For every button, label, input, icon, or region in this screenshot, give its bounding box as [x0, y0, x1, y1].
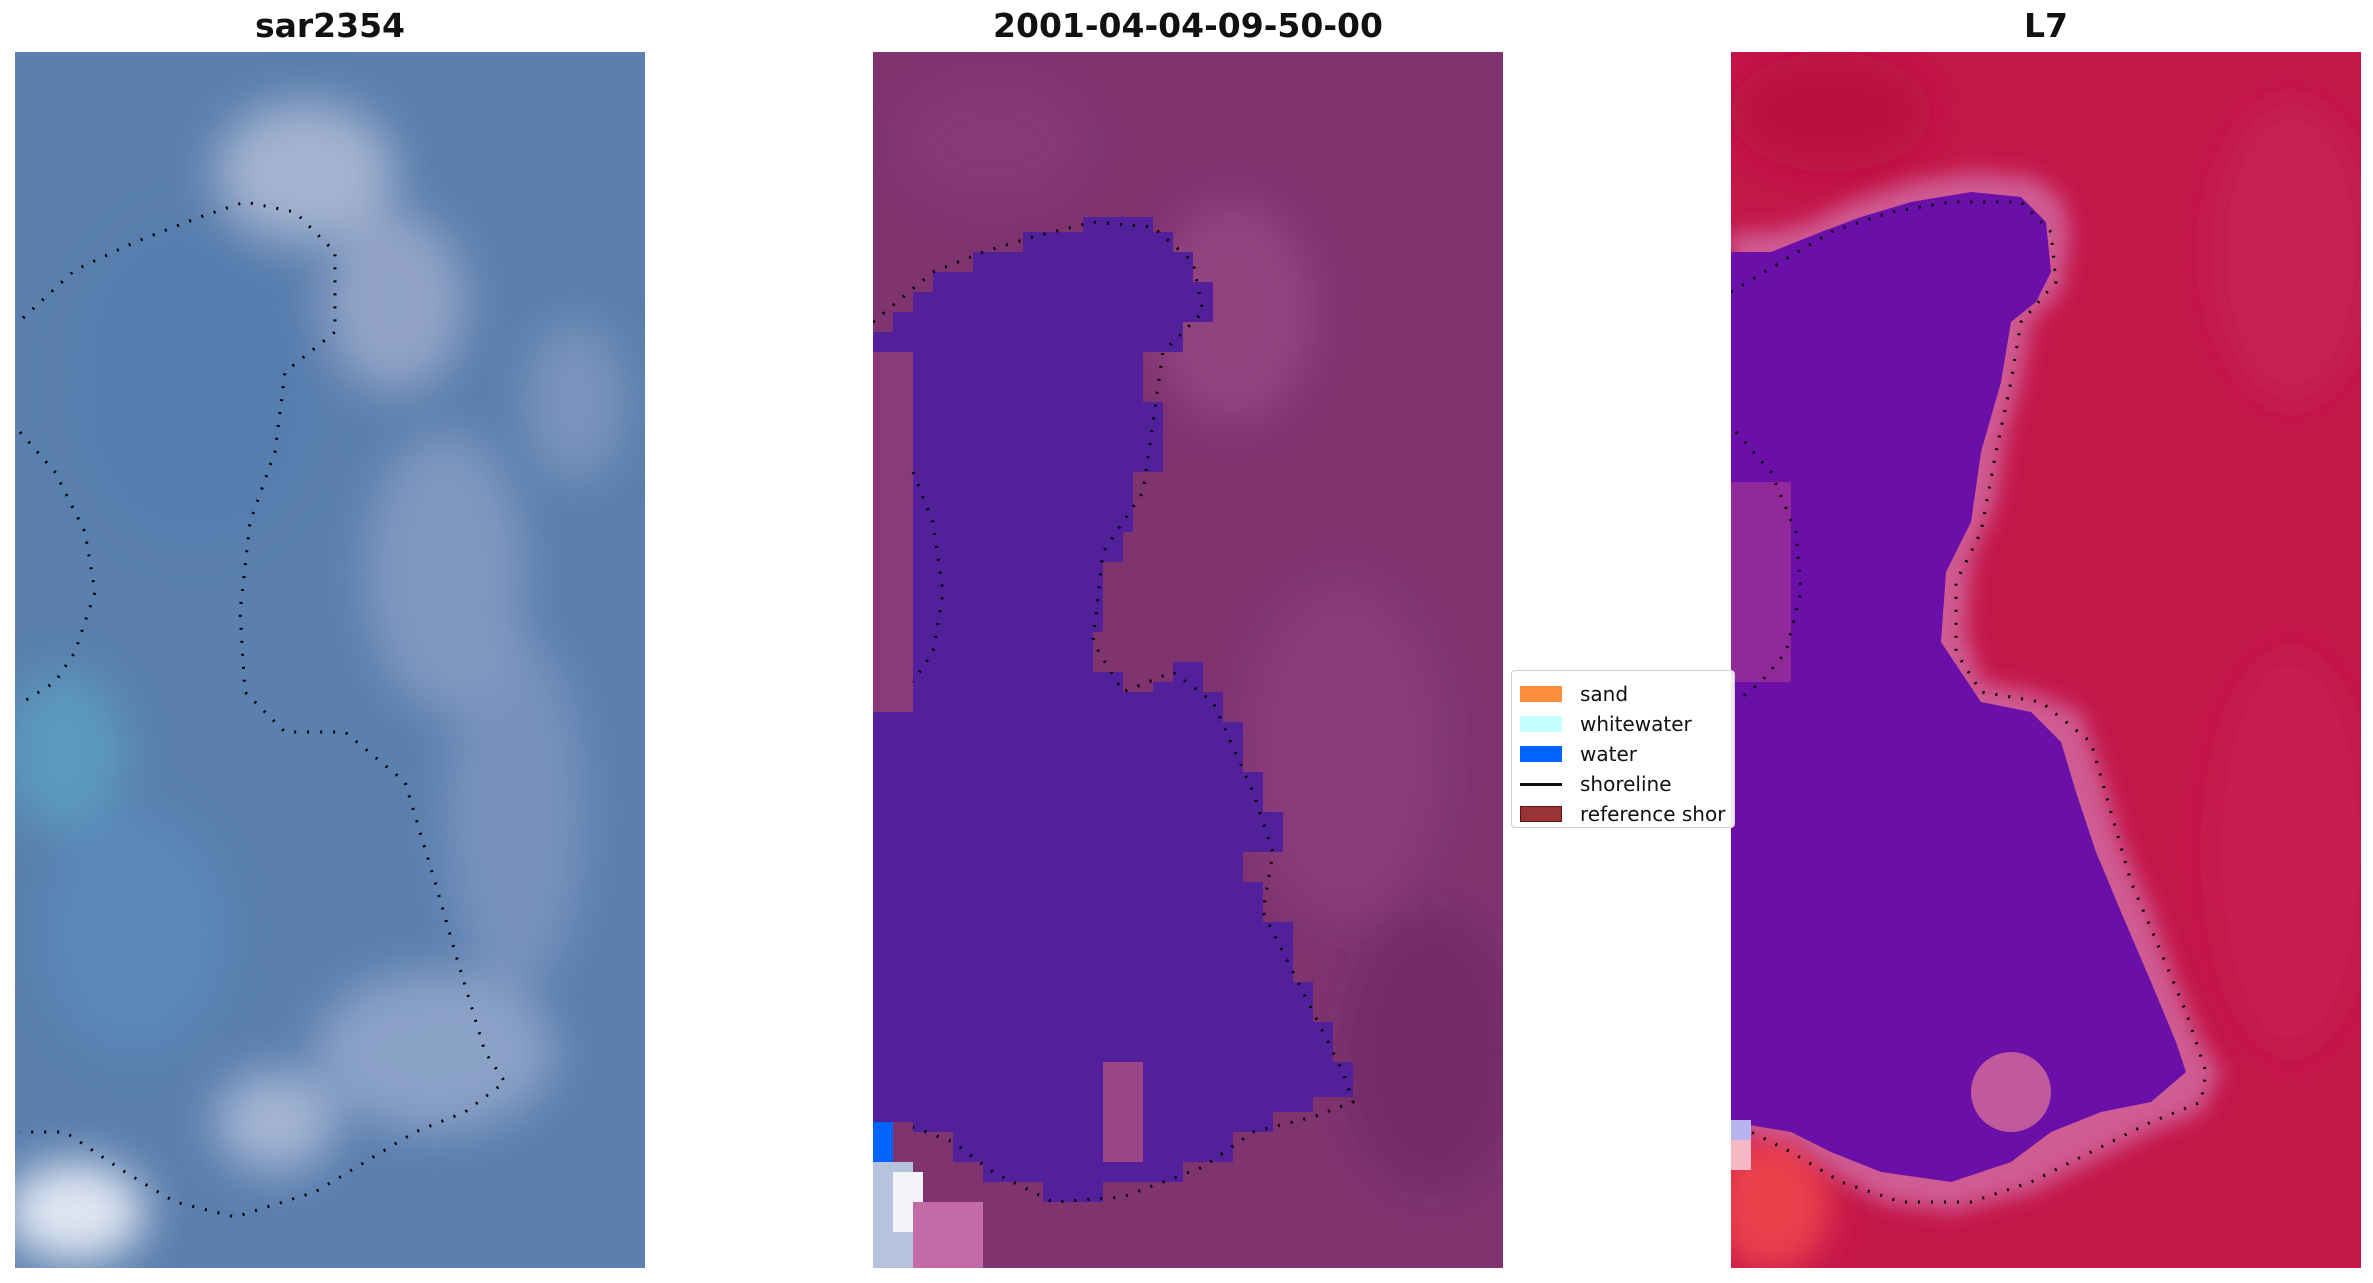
- legend-label: whitewater: [1580, 712, 1692, 736]
- legend-item-sand: sand: [1520, 679, 1734, 709]
- water-swatch-icon: [1520, 746, 1562, 762]
- classified-image-panel: [873, 52, 1503, 1268]
- panel-title-false-color: L7: [2024, 6, 2068, 45]
- sand-swatch-icon: [1520, 686, 1562, 702]
- legend-item-shoreline: shoreline: [1520, 769, 1734, 799]
- legend: sand whitewater water shoreline referenc…: [1511, 670, 1735, 828]
- legend-label: reference shor: [1580, 802, 1726, 826]
- legend-label: water: [1580, 742, 1637, 766]
- legend-label: shoreline: [1580, 772, 1672, 796]
- legend-label: sand: [1580, 682, 1629, 706]
- rgb-image: [15, 52, 645, 1268]
- panel-title-rgb: sar2354: [254, 6, 406, 45]
- rgb-image-panel: [15, 52, 645, 1268]
- whitewater-swatch-icon: [1520, 716, 1562, 732]
- false-color-image-panel: [1731, 52, 2361, 1268]
- classified-image: [873, 52, 1503, 1268]
- legend-item-whitewater: whitewater: [1520, 709, 1734, 739]
- reference-shoreline-swatch-icon: [1520, 806, 1562, 822]
- false-color-image: [1731, 52, 2361, 1268]
- legend-item-reference-shoreline: reference shor: [1520, 799, 1734, 827]
- panel-title-classified: 2001-04-04-09-50-00: [993, 6, 1383, 45]
- shoreline-line-icon: [1520, 782, 1562, 786]
- legend-item-water: water: [1520, 739, 1734, 769]
